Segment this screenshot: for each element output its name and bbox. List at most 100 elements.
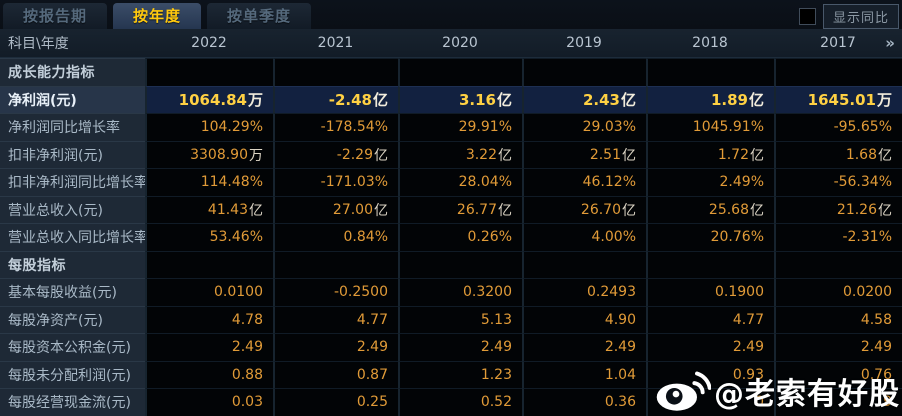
header-year-2017: 2017» — [820, 34, 895, 52]
section-row: 每股指标 — [0, 250, 902, 278]
table-row[interactable]: 扣非净利润(元) 3308.90 万 -2.29 亿 3.22 亿 2.51 亿 1.72 亿 1.6… — [0, 140, 902, 168]
header-year-2022: 2022 — [191, 35, 227, 51]
table-row[interactable]: 基本每股收益(元) 0.0100 -0.2500 0.3200 0.2493 0.1900… — [0, 278, 902, 306]
value-cell: 2.49 — [273, 333, 398, 361]
value-cell: -2.31% — [774, 223, 902, 251]
value-cell: 3.16 亿 — [398, 85, 522, 113]
header-year-2020: 2020 — [442, 35, 478, 51]
value-cell — [646, 58, 774, 86]
value-cell: 0.76 — [774, 360, 902, 388]
value-cell: 4.78 — [145, 305, 273, 333]
row-label: 营业总收入同比增长率 — [0, 223, 145, 251]
value-cell: 28.04% — [398, 168, 522, 196]
row-label: 每股净资产(元) — [0, 305, 145, 333]
row-label: 每股指标 — [0, 250, 145, 278]
table-row[interactable]: 营业总收入同比增长率 53.46% 0.84% 0.26% 4.00% 20.76% -2.… — [0, 223, 902, 251]
value-cell: 1.68 亿 — [774, 140, 902, 168]
value-cell: 29.91% — [398, 113, 522, 141]
value-cell: 1045.91% — [646, 113, 774, 141]
value-cell: 4.77 — [273, 305, 398, 333]
value-cell: 0.25 — [273, 388, 398, 416]
table-row[interactable]: 每股资本公积金(元) 2.49 2.49 2.49 2.49 2.49 2.49 — [0, 333, 902, 361]
header-corner-label: 科目\年度 — [8, 36, 69, 52]
tab-by-report-period[interactable]: 按报告期 — [3, 3, 108, 29]
value-cell: 9 — [774, 388, 902, 416]
table-row[interactable]: 每股经营现金流(元) 0.03 0.25 0.52 0.36 0 9 — [0, 388, 902, 416]
value-cell: 0.93 — [646, 360, 774, 388]
value-cell — [145, 250, 273, 278]
header-year-2019: 2019 — [566, 35, 602, 51]
value-cell: 4.77 — [646, 305, 774, 333]
value-cell — [774, 58, 902, 86]
value-cell: 27.00 亿 — [273, 195, 398, 223]
value-cell: 0 — [646, 388, 774, 416]
value-cell: 3.22 亿 — [398, 140, 522, 168]
value-cell — [398, 58, 522, 86]
row-label: 扣非净利润同比增长率 — [0, 168, 145, 196]
row-label: 每股资本公积金(元) — [0, 333, 145, 361]
value-cell: 0.84% — [273, 223, 398, 251]
row-label: 净利润同比增长率 — [0, 113, 145, 141]
value-cell: 4.00% — [522, 223, 646, 251]
tab-by-year[interactable]: 按年度 — [113, 3, 202, 29]
value-cell: 0.1900 — [646, 278, 774, 306]
value-cell — [522, 58, 646, 86]
value-cell: 1.89 亿 — [646, 85, 774, 113]
section-row: 成长能力指标 — [0, 58, 902, 86]
value-cell: 1064.84 万 — [145, 85, 273, 113]
value-cell — [273, 58, 398, 86]
value-cell: -178.54% — [273, 113, 398, 141]
value-cell: 26.77 亿 — [398, 195, 522, 223]
value-cell: 0.36 — [522, 388, 646, 416]
row-label: 扣非净利润(元) — [0, 140, 145, 168]
tab-bar: 按报告期 按年度 按单季度 显示同比 — [0, 0, 902, 29]
row-label: 净利润(元) — [0, 85, 145, 113]
value-cell: 46.12% — [522, 168, 646, 196]
value-cell: 0.2493 — [522, 278, 646, 306]
value-cell: -56.34% — [774, 168, 902, 196]
value-cell: 26.70 亿 — [522, 195, 646, 223]
value-cell — [145, 58, 273, 86]
tab-by-quarter[interactable]: 按单季度 — [207, 3, 312, 29]
value-cell: 2.49 — [774, 333, 902, 361]
table-row[interactable]: 每股未分配利润(元) 0.88 0.87 1.23 1.04 0.93 0.76 — [0, 360, 902, 388]
table-row[interactable]: 净利润同比增长率 104.29% -178.54% 29.91% 29.03% 1045.… — [0, 113, 902, 141]
show-yoy-label[interactable]: 显示同比 — [822, 4, 899, 29]
value-cell: 25.68 亿 — [646, 195, 774, 223]
row-label: 每股经营现金流(元) — [0, 388, 145, 416]
value-cell: 104.29% — [145, 113, 273, 141]
header-year-2021: 2021 — [317, 35, 354, 51]
value-cell: 0.52 — [398, 388, 522, 416]
show-yoy-checkbox[interactable] — [798, 8, 816, 25]
value-cell — [398, 250, 522, 278]
value-cell: 21.26 亿 — [774, 195, 902, 223]
value-cell — [273, 250, 398, 278]
value-cell: 4.58 — [774, 305, 902, 333]
table-body: 成长能力指标 净利润(元) 1064.84 万 -2.48 亿 3.16 亿 2.43 亿 1.89… — [0, 58, 902, 416]
value-cell: 2.43 亿 — [522, 85, 646, 113]
value-cell: 0.03 — [145, 388, 273, 416]
row-label: 成长能力指标 — [0, 58, 145, 86]
value-cell: 53.46% — [145, 223, 273, 251]
value-cell: 114.48% — [145, 168, 273, 196]
row-label: 基本每股收益(元) — [0, 278, 145, 306]
value-cell: 0.0200 — [774, 278, 902, 306]
value-cell: 2.49 — [398, 333, 522, 361]
header-year-2018: 2018 — [692, 35, 728, 51]
value-cell: 4.90 — [522, 305, 646, 333]
value-cell: 20.76% — [646, 223, 774, 251]
value-cell: -171.03% — [273, 168, 398, 196]
value-cell: 0.0100 — [145, 278, 273, 306]
value-cell — [774, 250, 902, 278]
value-cell: -0.2500 — [273, 278, 398, 306]
value-cell: -95.65% — [774, 113, 902, 141]
value-cell: 3308.90 万 — [145, 140, 273, 168]
yoy-controls: 显示同比 — [798, 4, 899, 29]
table-row[interactable]: 净利润(元) 1064.84 万 -2.48 亿 3.16 亿 2.43 亿 1.89 亿 1645.… — [0, 85, 902, 113]
value-cell: 5.13 — [398, 305, 522, 333]
table-row[interactable]: 扣非净利润同比增长率 114.48% -171.03% 28.04% 46.12% 2.4… — [0, 168, 902, 196]
value-cell: 2.49 — [145, 333, 273, 361]
table-row[interactable]: 每股净资产(元) 4.78 4.77 5.13 4.90 4.77 4.58 — [0, 305, 902, 333]
more-years-icon[interactable]: » — [885, 34, 895, 52]
table-row[interactable]: 营业总收入(元) 41.43 亿 27.00 亿 26.77 亿 26.70 亿 25.68 亿 21… — [0, 195, 902, 223]
